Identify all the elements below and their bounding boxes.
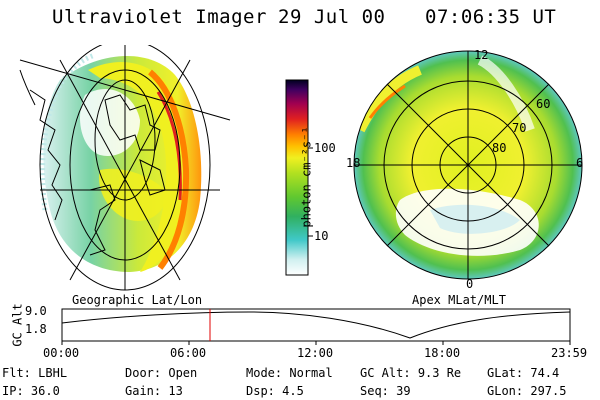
alt-xtick-4: 23:59 — [551, 346, 588, 360]
info-dsp: Dsp: 4.5 — [246, 384, 304, 398]
colorbar-tick-100: 100 — [314, 141, 336, 155]
geo-panel-label: Geographic Lat/Lon — [72, 293, 203, 307]
alt-xtick-3: 18:00 — [424, 346, 461, 360]
info-gain: Gain: 13 — [125, 384, 183, 398]
info-glat: GLat: 74.4 — [487, 366, 560, 380]
colorbar-label: photon cm⁻²s⁻¹ — [299, 126, 314, 228]
info-seq: Seq: 39 — [360, 384, 411, 398]
mlat-label-70: 70 — [512, 121, 527, 135]
mlt-label-18: 18 — [346, 156, 361, 170]
colorbar-tick-10: 10 — [314, 229, 329, 243]
mlt-label-12: 12 — [474, 48, 489, 62]
mlt-label-0: 0 — [466, 277, 474, 291]
geographic-image — [19, 45, 231, 291]
alt-ytick-low: 1.8 — [25, 322, 47, 336]
info-ip: IP: 36.0 — [2, 384, 60, 398]
mlat-label-60: 60 — [536, 97, 551, 111]
info-gc-alt: GC Alt: 9.3 Re — [360, 366, 462, 380]
alt-xtick-2: 12:00 — [297, 346, 334, 360]
polar-panel-label: Apex MLat/MLT — [412, 293, 506, 307]
info-glon: GLon: 297.5 — [487, 384, 567, 398]
alt-ylabel: GC Alt — [10, 303, 25, 347]
header-date: 29 Jul 00 — [278, 6, 386, 28]
colorbar — [286, 80, 308, 275]
info-door: Door: Open — [125, 366, 198, 380]
header-time: 07:06:35 UT — [425, 6, 557, 28]
mlt-label-6: 6 — [576, 156, 584, 170]
info-flt: Flt: LBHL — [2, 366, 68, 380]
alt-ytick-high: 9.0 — [25, 304, 47, 318]
app-title: Ultraviolet Imager — [52, 6, 267, 28]
mlat-label-80: 80 — [492, 141, 507, 155]
altitude-plot — [61, 308, 571, 345]
info-mode: Mode: Normal — [246, 366, 333, 380]
alt-xtick-0: 00:00 — [43, 346, 80, 360]
polar-image — [353, 50, 583, 280]
alt-xtick-1: 06:00 — [170, 346, 207, 360]
